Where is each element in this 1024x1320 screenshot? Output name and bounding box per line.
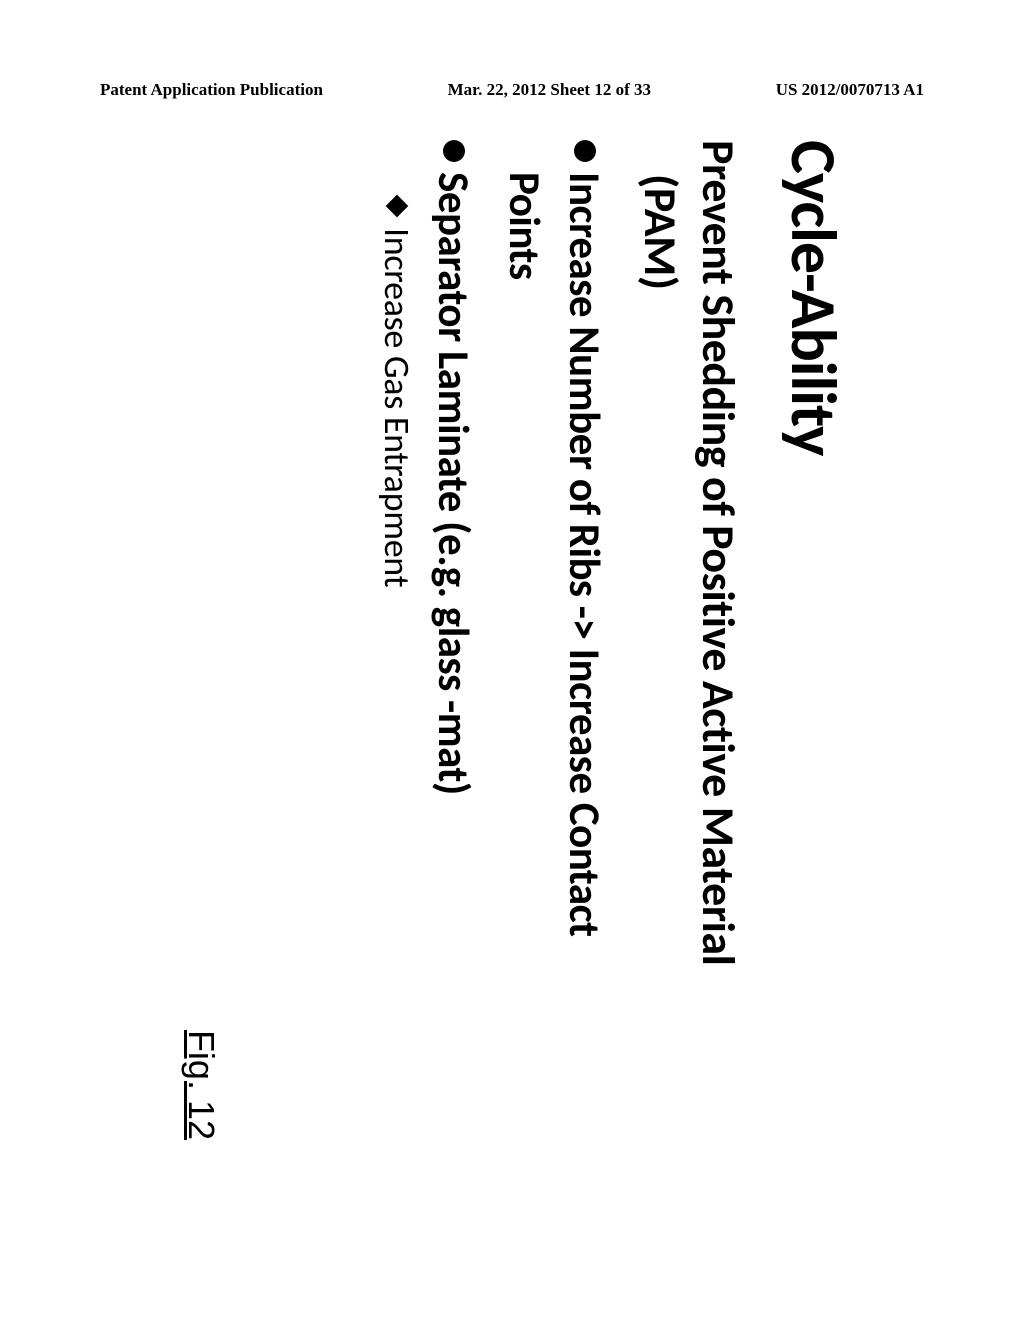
bullet-text-2: Separator Laminate (e.g. glass -mat) xyxy=(427,172,479,795)
bullet-dot-icon xyxy=(443,140,465,162)
bullet-item-2: Separator Laminate (e.g. glass -mat) xyxy=(427,140,479,1180)
sub-bullet-item-1: Increase Gas Entrapment xyxy=(375,140,419,1180)
slide-subtitle-line2: (PAM) xyxy=(632,140,688,1180)
bullet-text-1-cont: Points xyxy=(497,140,549,1180)
figure-label: Fig. 12 xyxy=(180,1030,222,1140)
sub-bullet-text-1: Increase Gas Entrapment xyxy=(375,228,419,587)
bullet-item-1: Increase Number of Ribs -> Increase Cont… xyxy=(558,140,610,1180)
diamond-icon xyxy=(385,195,408,218)
header-patent-number: US 2012/0070713 A1 xyxy=(776,80,924,100)
slide-subtitle-line1: Prevent Shedding of Positive Active Mate… xyxy=(690,140,746,1180)
header-date-sheet: Mar. 22, 2012 Sheet 12 of 33 xyxy=(448,80,651,100)
bullet-dot-icon xyxy=(574,140,596,162)
bullet-text-1: Increase Number of Ribs -> Increase Cont… xyxy=(558,172,610,937)
slide-content: Cycle-Ability Prevent Shedding of Positi… xyxy=(132,110,892,1210)
header-publication-type: Patent Application Publication xyxy=(100,80,323,100)
patent-header: Patent Application Publication Mar. 22, … xyxy=(0,80,1024,100)
slide-title: Cycle-Ability xyxy=(774,140,852,1180)
